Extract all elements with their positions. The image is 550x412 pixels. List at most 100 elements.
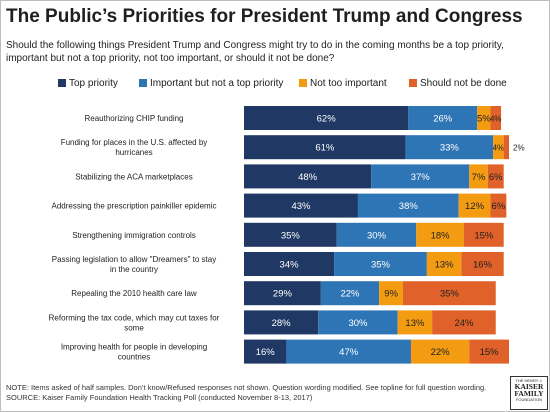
- source-text: SOURCE: Kaiser Family Foundation Health …: [6, 393, 313, 402]
- bar-segment: [403, 281, 496, 306]
- data-label: 2%: [513, 144, 525, 153]
- data-label: 34%: [280, 260, 300, 271]
- chart-subtitle: Should the following things President Tr…: [6, 40, 504, 64]
- bar-segment: [318, 310, 398, 335]
- logo-bottom-text: FOUNDATION: [515, 397, 543, 402]
- bar-segment: [244, 193, 358, 218]
- data-label: 43%: [291, 201, 311, 212]
- data-label: 6%: [492, 201, 506, 212]
- data-label: 4%: [493, 144, 505, 153]
- data-label: 29%: [273, 289, 293, 300]
- bar-segment: [490, 106, 502, 130]
- legend-swatch-not-too-important: [299, 79, 307, 87]
- category-label: Passing legislation to allow "Dreamers" …: [52, 255, 216, 274]
- legend-item-should-not-be-done: Should not be done: [409, 76, 507, 90]
- data-label: 18%: [431, 230, 451, 241]
- category-label: Repealing the 2010 health care law: [71, 289, 197, 298]
- bar-segment: [336, 222, 417, 247]
- bar-segment: [463, 222, 504, 247]
- bar-segment: [371, 164, 470, 189]
- bar-segment: [334, 252, 427, 276]
- bar-segment: [432, 310, 496, 335]
- data-label: 28%: [272, 318, 292, 329]
- data-label: 48%: [298, 172, 318, 183]
- bar-segment: [461, 252, 504, 276]
- bar-segment: [458, 193, 491, 218]
- note-text: NOTE: Items asked of half samples. Don’t…: [6, 383, 487, 392]
- bar-segment: [320, 281, 380, 306]
- category-label: Reauthorizing CHIP funding: [84, 114, 183, 123]
- bar-segment: [493, 135, 504, 160]
- kff-logo: THE HENRY J. KAISER FAMILY FOUNDATION: [510, 376, 548, 410]
- legend-swatch-top-priority: [58, 79, 66, 87]
- data-label: 15%: [474, 230, 494, 241]
- data-label: 62%: [317, 114, 337, 125]
- data-label: 6%: [489, 172, 503, 183]
- bar-segment: [490, 193, 507, 218]
- data-label: 22%: [340, 289, 360, 300]
- legend-label-should-not-be-done: Should not be done: [420, 77, 507, 89]
- bar-segment: [286, 339, 411, 364]
- bar-segment: [244, 252, 335, 276]
- category-label: Strengthening immigration controls: [72, 231, 196, 240]
- category-label: Reforming the tax code, which may cut ta…: [49, 313, 220, 332]
- bar-segment: [408, 106, 478, 130]
- data-label: 9%: [384, 289, 398, 300]
- chart-notes: NOTE: Items asked of half samples. Don’t…: [6, 383, 506, 403]
- data-label: 38%: [399, 201, 419, 212]
- bar-segment: [405, 135, 494, 160]
- category-label: Stabilizing the ACA marketplaces: [75, 172, 192, 181]
- legend-label-not-too-important: Not too important: [310, 77, 387, 89]
- stacked-bar-chart: Reauthorizing CHIP funding 62% 26% 5% 4%Fund…: [49, 106, 525, 364]
- legend-item-important: Important but not a top priority: [139, 76, 283, 90]
- data-label: 35%: [371, 260, 391, 271]
- data-label: 35%: [440, 289, 460, 300]
- bar-segment: [416, 222, 464, 247]
- legend-swatch-important: [139, 79, 147, 87]
- legend-swatch-should-not-be-done: [409, 79, 417, 87]
- bar-segment: [379, 281, 403, 306]
- legend-label-top-priority: Top priority: [69, 77, 118, 89]
- data-label: 22%: [431, 347, 451, 358]
- data-label: 37%: [411, 172, 431, 183]
- data-label: 30%: [367, 230, 387, 241]
- data-label: 47%: [339, 347, 359, 358]
- data-label: 26%: [433, 114, 453, 125]
- data-label: 4%: [490, 115, 502, 124]
- data-label: 61%: [315, 143, 335, 154]
- data-label: 24%: [454, 318, 474, 329]
- category-label: Improving health for people in developin…: [61, 343, 207, 362]
- data-label: 12%: [465, 201, 485, 212]
- data-label: 15%: [480, 347, 500, 358]
- bar-segment: [426, 252, 462, 276]
- data-label: 16%: [256, 347, 276, 358]
- bar-segment: [244, 222, 337, 247]
- bar-segment: [244, 106, 409, 130]
- bar-segment: [469, 339, 509, 364]
- category-label: Funding for places in the U.S. affected …: [61, 138, 208, 157]
- bar-segment: [503, 135, 509, 160]
- legend-item-top-priority: Top priority: [58, 76, 118, 90]
- data-label: 13%: [435, 260, 455, 271]
- bar-segment: [487, 164, 504, 189]
- logo-line1: KAISER: [514, 382, 544, 391]
- data-label: 33%: [440, 143, 460, 154]
- bar-segment: [244, 310, 319, 335]
- data-label: 16%: [473, 260, 493, 271]
- chart-title: The Public’s Priorities for President Tr…: [6, 6, 523, 27]
- bar-segment: [469, 164, 488, 189]
- data-label: 5%: [477, 114, 491, 125]
- bar-segment: [397, 310, 433, 335]
- bar-segment: [477, 106, 491, 130]
- data-label: 30%: [348, 318, 368, 329]
- bar-segment: [244, 164, 372, 189]
- data-label: 35%: [281, 230, 301, 241]
- data-label: 7%: [472, 172, 486, 183]
- legend-label-important: Important but not a top priority: [150, 77, 284, 89]
- bar-segment: [244, 135, 406, 160]
- bar-segment: [357, 193, 459, 218]
- category-label: Addressing the prescription painkiller e…: [52, 202, 217, 211]
- logo-line2: FAMILY: [514, 389, 544, 398]
- logo-top-text: THE HENRY J.: [515, 378, 543, 383]
- data-label: 13%: [405, 318, 425, 329]
